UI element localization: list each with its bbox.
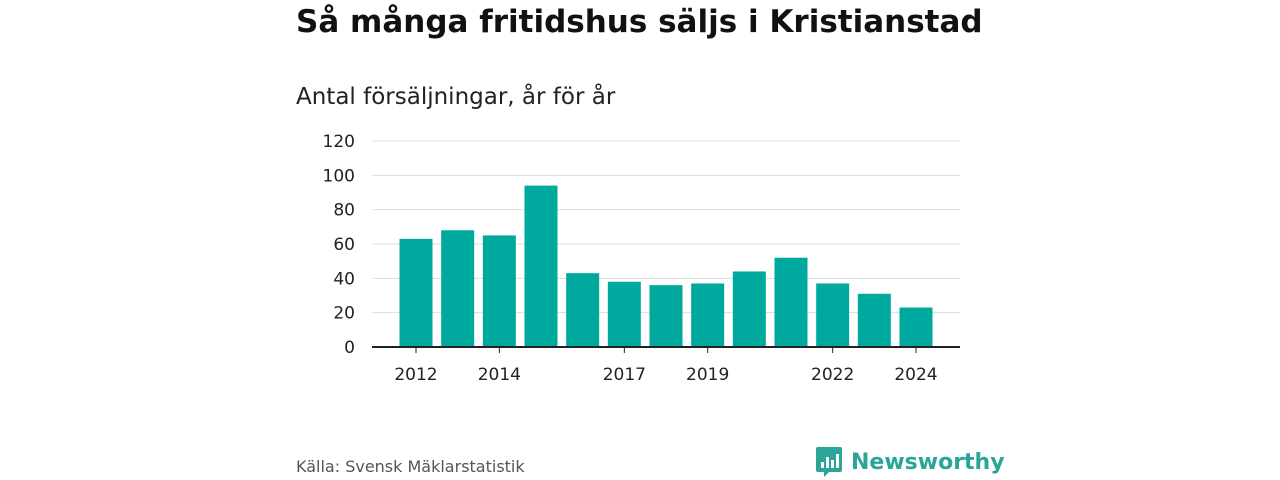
y-axis-ticks: 0 20 40 60 80 100 120 — [323, 132, 355, 358]
chart-subtitle: Antal försäljningar, år för år — [296, 84, 616, 110]
x-tick-label: 2012 — [394, 365, 437, 385]
bar-2020 — [732, 271, 766, 347]
bar-chart: 0 20 40 60 80 100 120 2012 2014 2017 2019 2022 2024 — [323, 132, 960, 385]
chart-title: Så många fritidshus säljs i Kristianstad — [296, 4, 983, 40]
bar-2024 — [899, 307, 933, 347]
bar-2017 — [607, 281, 641, 347]
x-tick-label: 2019 — [686, 365, 729, 385]
bar-2019 — [691, 283, 725, 347]
source-note: Källa: Svensk Mäklarstatistik — [296, 457, 525, 476]
bar-2018 — [649, 285, 683, 347]
y-tick-label: 0 — [344, 338, 355, 358]
x-tick-label: 2017 — [603, 365, 646, 385]
bar-2021 — [774, 257, 808, 347]
x-tick-label: 2024 — [894, 365, 937, 385]
x-tick-label: 2014 — [478, 365, 521, 385]
bar-2012 — [399, 238, 433, 347]
y-tick-label: 60 — [333, 235, 355, 255]
bar-chart-logo-icon — [816, 447, 842, 477]
brand-name: Newsworthy — [851, 449, 1005, 475]
y-tick-label: 100 — [323, 166, 355, 186]
y-tick-label: 40 — [333, 269, 355, 289]
bar-2014 — [482, 235, 516, 347]
brand-logo[interactable]: Newsworthy — [815, 446, 1005, 478]
bar-2015 — [524, 185, 558, 347]
x-tick-label: 2022 — [811, 365, 854, 385]
bar-2023 — [857, 293, 891, 347]
y-tick-label: 80 — [333, 201, 355, 221]
y-tick-label: 20 — [333, 304, 355, 324]
bar-2013 — [441, 230, 475, 347]
y-tick-label: 120 — [323, 132, 355, 152]
bar-2016 — [566, 273, 600, 347]
x-axis-ticks: 2012 2014 2017 2019 2022 2024 — [394, 347, 938, 385]
bar-2022 — [816, 283, 850, 347]
bars — [399, 185, 933, 347]
